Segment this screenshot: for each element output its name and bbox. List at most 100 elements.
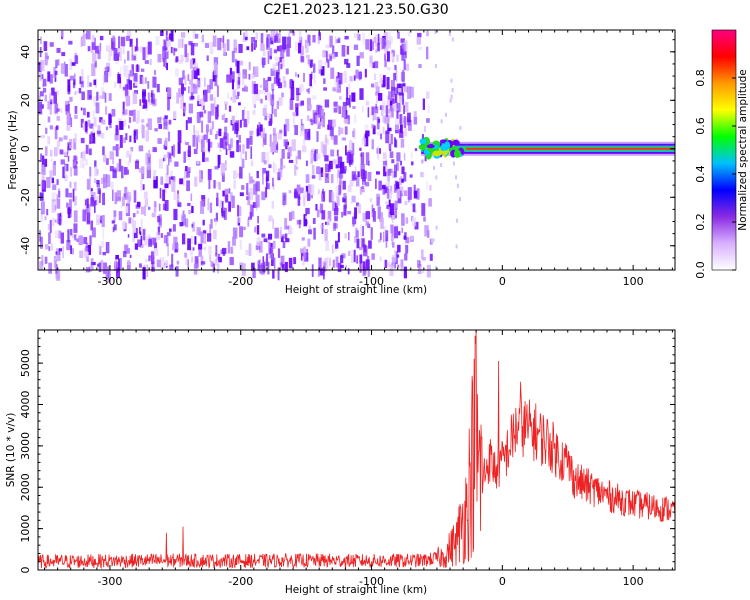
spectrogram-cell (390, 185, 393, 195)
spectrogram-cell (49, 42, 54, 47)
spectrogram-cell (127, 261, 131, 270)
spectrogram-cell (67, 84, 71, 95)
spectrogram-cell (334, 52, 338, 57)
spectrogram-cell (156, 259, 161, 268)
spectrogram-cell (285, 238, 290, 243)
spectrogram-cell (364, 133, 369, 147)
spectrogram-cell (132, 220, 137, 233)
snr-ylabel: SNR (10 * v/v) (5, 413, 17, 488)
spectrogram-cell (426, 30, 429, 37)
spectrogram-cell (349, 163, 351, 167)
spectrogram-cell (355, 69, 359, 79)
spectrogram-cell (362, 181, 366, 191)
spectrogram-cell (132, 230, 135, 242)
spectrogram-cell (386, 170, 390, 182)
spectrogram-cell (353, 128, 356, 139)
spectrogram-cell (347, 210, 352, 215)
spectrogram-cell (273, 141, 276, 146)
spectrogram-cell (238, 216, 242, 223)
spectrogram-cell (404, 127, 408, 137)
spectrogram-cell (365, 130, 370, 137)
spectrogram-cell (127, 260, 131, 265)
spectrogram-cell (294, 125, 298, 135)
spectrogram-cell (286, 44, 290, 57)
spectrogram-cell (335, 256, 339, 268)
spectrogram-cell (304, 39, 308, 49)
spectrogram-cell (256, 225, 260, 235)
spectrogram-cell (273, 257, 276, 269)
spectrogram-cell (388, 36, 393, 45)
spectrogram-cell (188, 41, 193, 46)
spectrogram-cell (352, 106, 356, 109)
spectrogram-cell (64, 164, 67, 177)
spectrogram-cell (131, 43, 134, 57)
spectrogram-cell (377, 118, 380, 123)
spectrogram-cell (246, 110, 250, 124)
spectrogram-cell (84, 199, 87, 206)
spectrogram-cell (208, 138, 211, 151)
spectrogram-cell (115, 257, 117, 265)
spectrogram-cell (90, 188, 93, 192)
spectrogram-cell (394, 118, 399, 130)
spectrogram-cell (371, 123, 375, 129)
spectrogram-cell (409, 86, 414, 98)
spectrogram-cell (368, 240, 372, 249)
spectrogram-cell (41, 74, 44, 80)
spectrogram-cell (259, 84, 263, 88)
spectrogram-cell (39, 192, 44, 201)
spectrogram-cell (153, 201, 156, 208)
spectrogram-cell (111, 37, 116, 50)
spectrogram-cell (262, 142, 265, 147)
spectrogram-cell (94, 200, 96, 213)
spectrogram-cell (185, 253, 188, 265)
spectrogram-cell (296, 220, 302, 225)
spectrogram-cell (187, 145, 191, 157)
spectrogram-cell (386, 204, 390, 209)
spectrogram-cell (241, 109, 245, 121)
spectrogram-cell (333, 135, 338, 145)
spectrogram-cell (374, 61, 379, 69)
spectrogram-cell (110, 48, 113, 57)
spectrogram-cell (328, 164, 331, 172)
spectrogram-cell (404, 232, 407, 240)
spectrogram-cell (277, 248, 281, 258)
spectrogram-cell (73, 234, 77, 241)
signal-onset-blob (453, 149, 462, 158)
spectrogram-cell (96, 168, 99, 175)
spectrogram-cell (69, 75, 74, 81)
spectrogram-cell (68, 192, 73, 198)
spectrogram-cell (298, 42, 302, 54)
spectrogram-cell (163, 188, 167, 193)
spectrogram-cell (378, 180, 382, 191)
spectrogram-cell (124, 84, 128, 97)
spectrogram-cell (166, 232, 171, 236)
spectrogram-cell (225, 104, 227, 110)
spectrogram-cell (44, 52, 48, 66)
spectrogram-cell (49, 125, 54, 130)
spectrogram-cell (142, 47, 146, 60)
spectrogram-cell (400, 160, 402, 166)
spectrogram-cell (263, 238, 268, 243)
spectrogram-cell (95, 46, 99, 53)
spectrogram-cell (113, 224, 117, 231)
spectrogram-cell (274, 109, 277, 117)
spectrogram-cell (89, 166, 92, 177)
spectrogram-cell (416, 37, 421, 45)
spectrogram-cell (259, 90, 263, 94)
colorbar-gradient (711, 29, 737, 271)
spectrogram-cell (351, 92, 356, 102)
spectrogram-cell (151, 261, 155, 270)
spectrogram-cell (367, 107, 370, 118)
spectrogram-cell (305, 215, 308, 219)
spectrogram-cell (50, 99, 53, 105)
spectrogram-cell (121, 165, 124, 179)
spectrogram-cell (49, 170, 53, 179)
spectrogram-cell (394, 200, 398, 210)
spectrogram-cell (391, 80, 396, 91)
spectrogram-cell (264, 113, 268, 121)
spectrogram-cell (174, 48, 178, 52)
spectrogram-cell (74, 91, 77, 95)
spectrogram-cell (96, 180, 100, 185)
spectrogram-cell (303, 72, 305, 82)
spectrogram-cell (85, 144, 89, 154)
